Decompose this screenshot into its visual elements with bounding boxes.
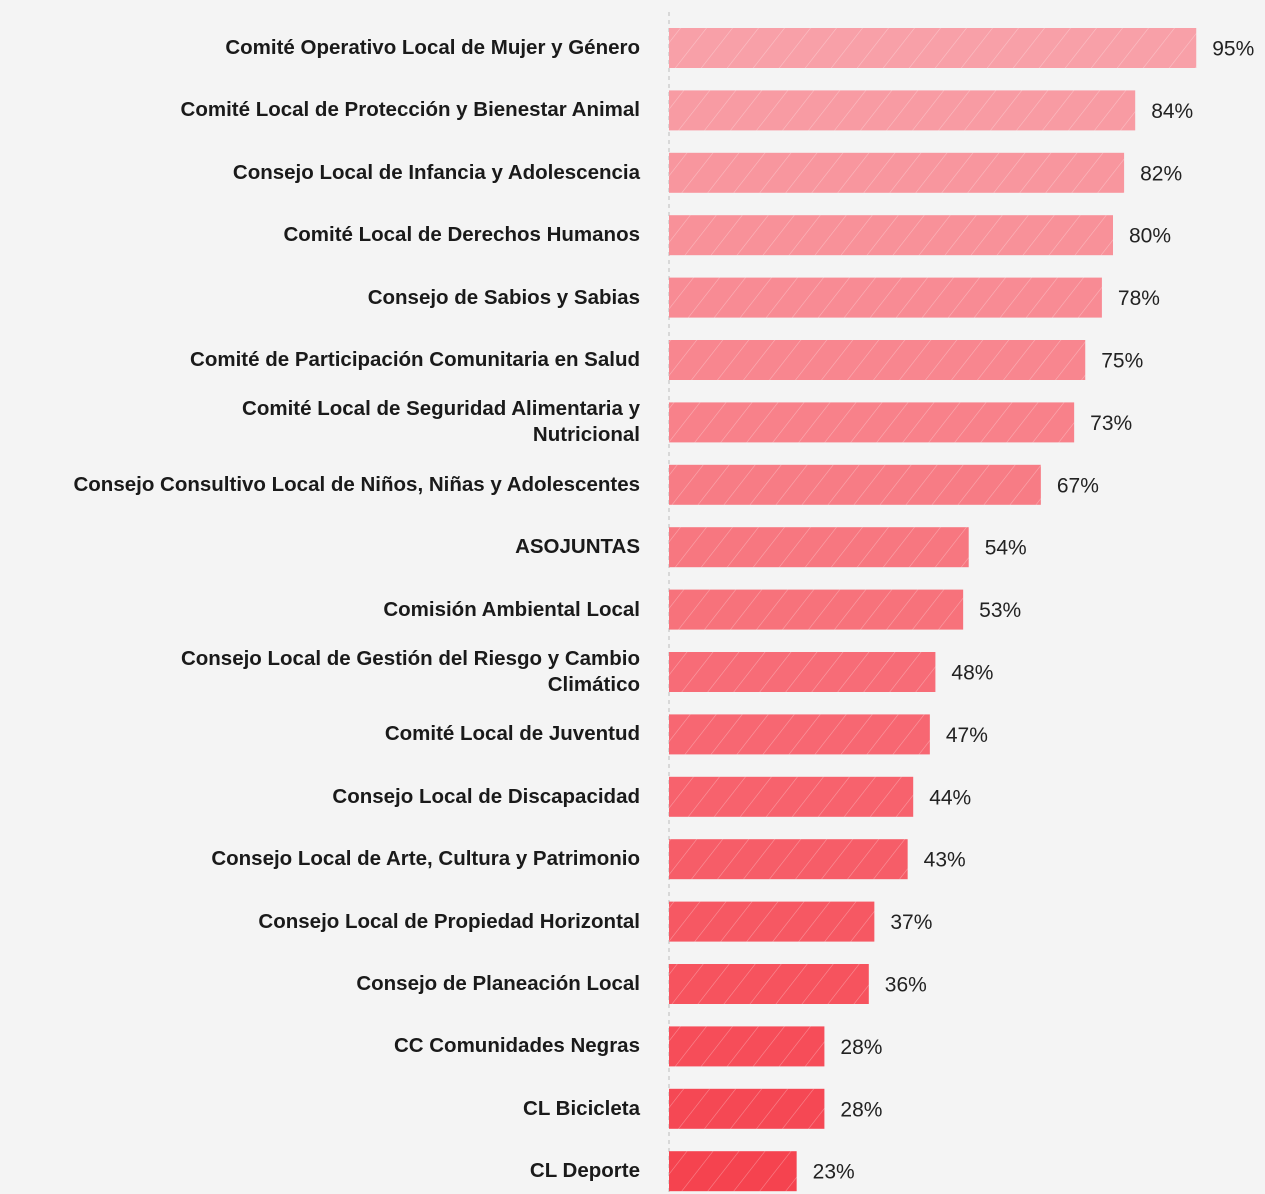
bar-hatch — [669, 1026, 825, 1067]
bar-hatch — [669, 527, 969, 568]
category-label: CC Comunidades Negras — [393, 1034, 640, 1058]
value-label: 67% — [1057, 474, 1099, 497]
value-label: 75% — [1101, 350, 1143, 373]
bar-hatch — [669, 1088, 825, 1129]
bar-hatch — [669, 652, 936, 692]
category-label: Consejo Consultivo Local de Niños, Niñas… — [73, 472, 640, 496]
category-label: Consejo Local de Propiedad Horizontal — [258, 909, 640, 933]
bar-hatch — [669, 152, 1125, 193]
category-label: CL Deporte — [529, 1159, 640, 1183]
category-label: Consejo de Planeación Local — [356, 972, 640, 995]
bar-hatch — [669, 589, 964, 630]
bar-hatch — [669, 215, 1113, 256]
category-label: Consejo Local de Gestión del Riesgo y Ca… — [180, 647, 640, 696]
value-label: 44% — [929, 786, 971, 809]
bar-hatch — [669, 277, 1102, 318]
bar-hatch — [669, 28, 1197, 68]
value-label: 47% — [946, 724, 988, 747]
bar-hatch — [669, 1151, 797, 1192]
value-label: 80% — [1129, 225, 1171, 248]
category-label: Consejo Local de Infancia y Adolescencia — [232, 160, 640, 184]
category-label: Comité Local de Protección y Bienestar A… — [180, 98, 640, 122]
bar-hatch — [669, 464, 1041, 505]
bar-hatch — [669, 714, 930, 755]
bar-hatch — [669, 964, 869, 1004]
value-label: 73% — [1090, 412, 1132, 435]
bar-hatch — [669, 340, 1086, 380]
value-label: 84% — [1151, 100, 1193, 123]
value-label: 28% — [840, 1098, 882, 1121]
value-label: 43% — [924, 849, 966, 872]
value-label: 36% — [885, 974, 927, 997]
category-label: Comisión Ambiental Local — [383, 597, 640, 621]
bar-hatch — [669, 839, 908, 880]
category-label: Comité Operativo Local de Mujer y Género — [225, 36, 640, 59]
value-label: 37% — [890, 911, 932, 934]
value-label: 95% — [1212, 38, 1254, 61]
value-label: 54% — [985, 537, 1027, 560]
bar-hatch — [669, 402, 1075, 443]
bar-hatch — [669, 90, 1136, 131]
value-label: 53% — [979, 599, 1021, 622]
category-label: Comité Local de Derechos Humanos — [283, 223, 640, 247]
value-label: 48% — [951, 662, 993, 685]
category-label: Comité Local de Juventud — [384, 722, 640, 746]
value-label: 82% — [1140, 162, 1182, 185]
category-label: Comité Local de Seguridad Alimentaria y … — [242, 397, 640, 447]
category-label: Consejo Local de Arte, Cultura y Patrimo… — [211, 847, 640, 871]
bar-hatch — [669, 776, 914, 817]
category-label: ASOJUNTAS — [515, 535, 640, 559]
bar-hatch — [669, 901, 875, 942]
value-label: 23% — [813, 1161, 855, 1184]
value-label: 78% — [1118, 287, 1160, 310]
value-label: 28% — [840, 1036, 882, 1059]
category-label: CL Bicicleta — [523, 1096, 640, 1120]
category-label: Consejo de Sabios y Sabias — [367, 285, 640, 309]
category-label: Consejo Local de Discapacidad — [332, 784, 640, 808]
category-label: Comité de Participación Comunitaria en S… — [190, 348, 640, 371]
